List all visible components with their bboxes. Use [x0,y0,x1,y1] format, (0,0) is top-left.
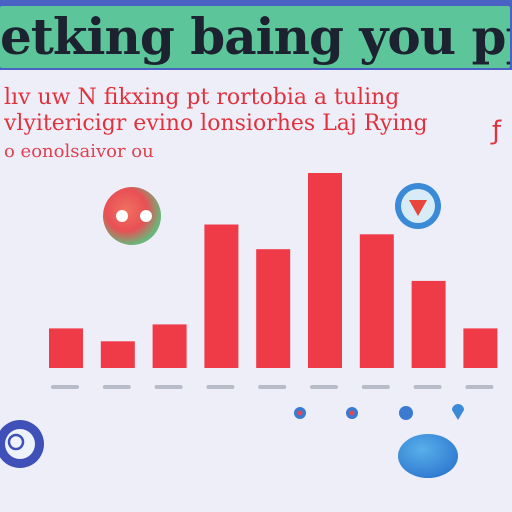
chat-bubble-icon [0,420,44,468]
page-title: etking baing you ppecs [0,7,510,66]
blob-icon [398,434,458,478]
x-tick-3 [154,385,183,389]
x-tick-9 [465,385,494,389]
bar-9 [463,328,498,368]
x-tick-5 [258,385,287,389]
bar-series [49,173,498,368]
x-tick-8 [413,385,442,389]
title-banner: etking baing you ppecs [0,6,510,68]
x-tick-2 [102,385,131,389]
bar-6 [308,173,342,368]
bar-2 [100,341,135,368]
dots-face-icon [103,187,161,245]
bar-5 [256,249,291,368]
bar-3 [152,324,187,368]
hook-glyph: ƒ [492,116,502,146]
bar-4 [204,224,239,368]
bar-1 [49,328,83,368]
subtitle-line-1: lıv uw N fikxing pt rortobia a tuling [4,86,400,110]
x-tick-7 [361,385,390,389]
x-tick-6 [310,385,338,389]
subtitle-line-3: o eonolsaivor ou [4,141,154,162]
x-tick-marks [51,385,494,389]
heart-badge-icon [395,183,441,229]
bar-8 [411,280,446,368]
small-dot-icons [294,404,464,420]
x-tick-1 [51,385,79,389]
bar-7 [359,234,394,368]
subtitle-line-2: vlyitericigr evino lonsiorhes Laj Rying [4,112,428,136]
x-tick-4 [206,385,235,389]
